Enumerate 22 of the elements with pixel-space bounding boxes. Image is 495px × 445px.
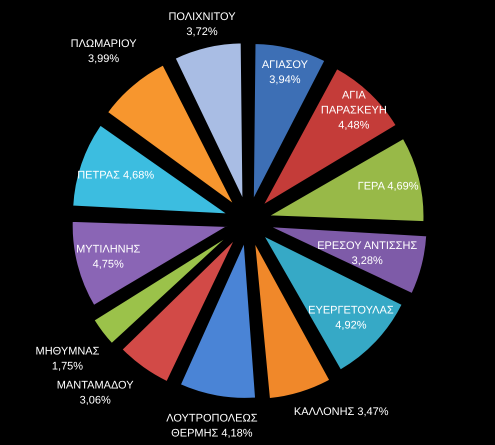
data-label: 3,72% <box>186 26 218 38</box>
slice-label: ΕΥΕΡΓΕΤΟΥΛΑΣ <box>308 304 394 316</box>
slice-label: ΜΑΝΤΑΜΑΔΟΥ <box>56 380 134 392</box>
data-label: 1,75% <box>52 360 84 372</box>
slice-label: ΑΓΙΑ ΠΑΡΑΣΚΕΥΗ <box>320 89 387 116</box>
data-label: 4,48% <box>338 119 370 132</box>
data-label: 3,28% <box>352 255 384 268</box>
slice-label: ΕΡΕΣΟΥ ΑΝΤΙΣΣΗΣ <box>317 240 418 252</box>
slice-label: ΓΕΡΑ 4,69% <box>358 180 419 192</box>
data-label: 4,92% <box>335 319 367 332</box>
data-label: 3,99% <box>88 52 120 65</box>
slice-label: ΠΛΩΜΑΡΙΟΥ <box>70 38 138 50</box>
data-label: 3,06% <box>80 394 111 407</box>
slice-label: ΠΕΤΡΑΣ 4,68% <box>77 170 154 182</box>
slice-label: ΛΟΥΤΡΟΠΟΛΕΩΣ ΘΕΡΜΗΣ 4,18% <box>166 412 258 440</box>
slice-label: ΠΟΛΙΧΝΙΤΟΥ <box>168 10 236 23</box>
slice-label: ΜΗΘΥΜΝΑΣ <box>36 345 100 358</box>
data-label: 3,94% <box>269 74 301 86</box>
slice-label: ΜΥΤΙΛΗΝΗΣ <box>76 243 141 256</box>
slice-label: ΚΑΛΛΟΝΗΣ 3,47% <box>294 406 389 418</box>
slice-label: ΑΓΙΑΣΟΥ <box>262 58 309 71</box>
data-label: 4,75% <box>92 258 124 270</box>
